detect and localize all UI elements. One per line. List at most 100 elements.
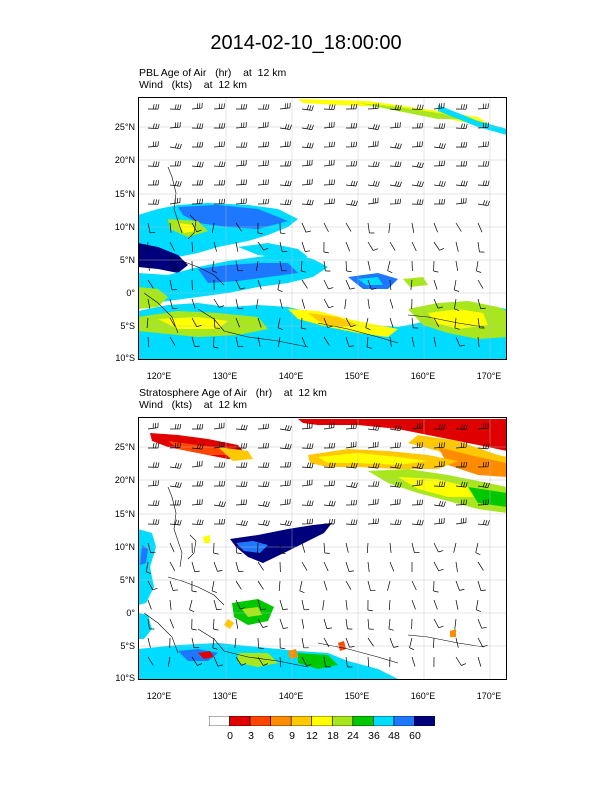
wind-barb — [411, 542, 420, 554]
wind-barb — [388, 599, 391, 611]
wind-barb — [147, 519, 160, 525]
wind-barb — [257, 336, 261, 347]
wind-barb — [345, 423, 357, 430]
p2-lat-10s: 10°S — [115, 673, 135, 683]
wind-barb — [367, 637, 374, 647]
wind-barb — [147, 161, 160, 167]
wind-barb — [367, 161, 380, 168]
wind-barb — [322, 599, 325, 610]
grid-lines — [138, 97, 507, 360]
wind-barb — [147, 656, 154, 666]
wind-barb — [389, 481, 402, 488]
wind-barb — [433, 517, 445, 525]
wind-barb — [345, 542, 349, 553]
wind-barb — [147, 618, 155, 630]
wind-barb — [367, 140, 379, 148]
wind-barb — [192, 481, 204, 487]
wind-barb — [433, 561, 444, 572]
wind-barb — [213, 542, 219, 555]
wind-barb — [257, 442, 270, 449]
wind-barb — [235, 561, 244, 572]
wind-barb — [411, 122, 424, 129]
wind-barb — [434, 199, 446, 205]
wind-barb — [279, 424, 292, 431]
wind-barb — [345, 279, 355, 290]
wind-barb — [147, 222, 156, 234]
wind-barb — [345, 580, 352, 590]
wind-barb — [300, 317, 307, 330]
wind-barb — [455, 637, 459, 648]
wind-barb — [169, 599, 172, 610]
wind-barb — [345, 199, 358, 206]
wind-barb — [476, 260, 482, 273]
wind-barb — [280, 161, 292, 167]
wind-barb — [213, 422, 225, 430]
wind-barb — [345, 561, 355, 572]
wind-barb — [367, 599, 373, 612]
colorbar-label-24: 24 — [347, 730, 359, 742]
wind-barb — [235, 618, 239, 629]
wind-barb — [301, 599, 310, 611]
wind-barb — [323, 336, 330, 346]
wind-barb — [323, 618, 332, 629]
wind-barb — [213, 656, 223, 667]
wind-barb — [455, 241, 459, 252]
wind-barb — [147, 336, 150, 348]
wind-barb — [323, 159, 335, 167]
p1-lon-130e: 130°E — [212, 371, 238, 381]
wind-barb — [279, 656, 282, 668]
wind-barb — [366, 336, 372, 349]
wind-barb — [433, 180, 446, 187]
p1-lat-15n: 15°N — [114, 189, 135, 199]
wind-barb — [279, 498, 291, 506]
p2-lon-160e: 160°E — [410, 691, 436, 701]
wind-barb — [433, 260, 439, 273]
wind-barb — [477, 241, 485, 253]
wind-barb — [323, 500, 336, 507]
wind-barb — [367, 241, 378, 251]
wind-barb — [257, 423, 270, 430]
wind-barb — [477, 618, 487, 629]
wind-barb — [213, 441, 225, 449]
wind-barb — [235, 481, 248, 487]
p1-lon-140e: 140°E — [278, 371, 304, 381]
p2-lat-0: 0° — [126, 608, 135, 618]
wind-barb — [411, 222, 415, 233]
wind-barb — [455, 197, 467, 205]
pbl-age-shading — [138, 99, 507, 360]
wind-barb — [453, 279, 460, 292]
wind-barb — [147, 542, 156, 553]
wind-barb — [477, 103, 489, 110]
wind-barb — [279, 520, 292, 527]
wind-barb — [388, 618, 394, 631]
wind-barb — [147, 462, 160, 468]
wind-barb — [455, 260, 459, 271]
wind-barb — [213, 462, 226, 468]
wind-barb — [279, 480, 291, 487]
p1-lat-0: 0° — [126, 288, 135, 298]
wind-barb — [455, 142, 468, 148]
wind-barb — [388, 222, 391, 233]
wind-barb — [411, 462, 424, 469]
wind-barb — [170, 500, 182, 506]
p1-lon-160e: 160°E — [410, 371, 436, 381]
wind-barb — [477, 279, 484, 289]
wind-barb — [366, 542, 369, 554]
p2-lat-20n: 20°N — [114, 475, 135, 485]
wind-barb — [345, 481, 358, 488]
wind-barb — [477, 656, 482, 667]
wind-barb — [257, 462, 270, 468]
wind-barb — [455, 336, 465, 347]
wind-barb — [411, 422, 423, 430]
wind-barb — [411, 336, 415, 347]
wind-barb — [257, 637, 264, 649]
wind-barb — [389, 317, 394, 328]
wind-barb — [455, 442, 467, 449]
wind-barb — [323, 462, 336, 469]
wind-barb — [279, 298, 283, 309]
wind-barb — [389, 637, 399, 648]
p1-lat-25n: 25°N — [114, 122, 135, 132]
wind-barb — [169, 160, 182, 167]
wind-barb — [323, 656, 331, 668]
wind-barb — [345, 103, 358, 110]
